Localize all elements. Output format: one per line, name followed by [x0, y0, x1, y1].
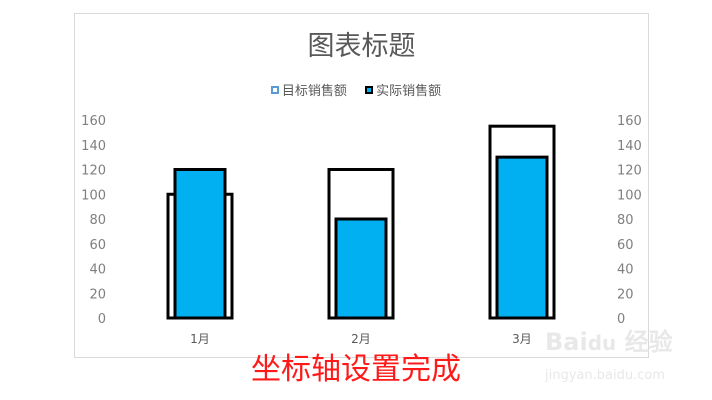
bar-actual — [334, 217, 388, 320]
y2-tick-label: 120 — [617, 164, 642, 179]
y2-tick-label: 140 — [617, 139, 642, 154]
y2-tick-label: 40 — [617, 263, 634, 278]
bar-actual — [173, 168, 227, 320]
y-tick-label: 120 — [81, 164, 106, 179]
chart-area — [74, 13, 649, 358]
y2-tick-label: 60 — [617, 238, 634, 253]
y2-tick-label: 80 — [617, 213, 634, 228]
legend-label: 目标销售额 — [281, 84, 347, 99]
y2-tick-label: 20 — [617, 287, 634, 302]
chart-title: 图表标题 — [307, 31, 416, 62]
caption: 坐标轴设置完成 — [251, 352, 461, 387]
x-tick-label: 1月 — [190, 332, 210, 346]
legend: 目标销售额 实际销售额 — [0, 80, 712, 99]
x-tick-label: 3月 — [512, 332, 532, 346]
legend-swatch-actual — [365, 85, 374, 94]
y-tick-label: 140 — [81, 139, 106, 154]
bar-actual — [495, 155, 549, 320]
y-tick-label: 160 — [81, 114, 106, 129]
y-tick-label: 80 — [89, 213, 106, 228]
y-tick-label: 40 — [89, 263, 106, 278]
watermark-url: jingyan.baidu.com — [545, 368, 665, 383]
y-tick-label: 100 — [81, 188, 106, 203]
y2-tick-label: 100 — [617, 188, 642, 203]
y-tick-label: 60 — [89, 238, 106, 253]
watermark-logo: Baidu 经验 — [545, 328, 673, 356]
legend-item-actual: 实际销售额 — [365, 80, 441, 99]
y2-tick-label: 160 — [617, 114, 642, 129]
legend-item-target: 目标销售额 — [270, 80, 347, 99]
y-tick-label: 20 — [89, 287, 106, 302]
y-tick-label: 0 — [98, 312, 106, 327]
x-tick-label: 2月 — [351, 332, 371, 346]
legend-label: 实际销售额 — [376, 84, 442, 99]
y2-tick-label: 0 — [617, 312, 625, 327]
legend-swatch-target — [270, 85, 279, 94]
